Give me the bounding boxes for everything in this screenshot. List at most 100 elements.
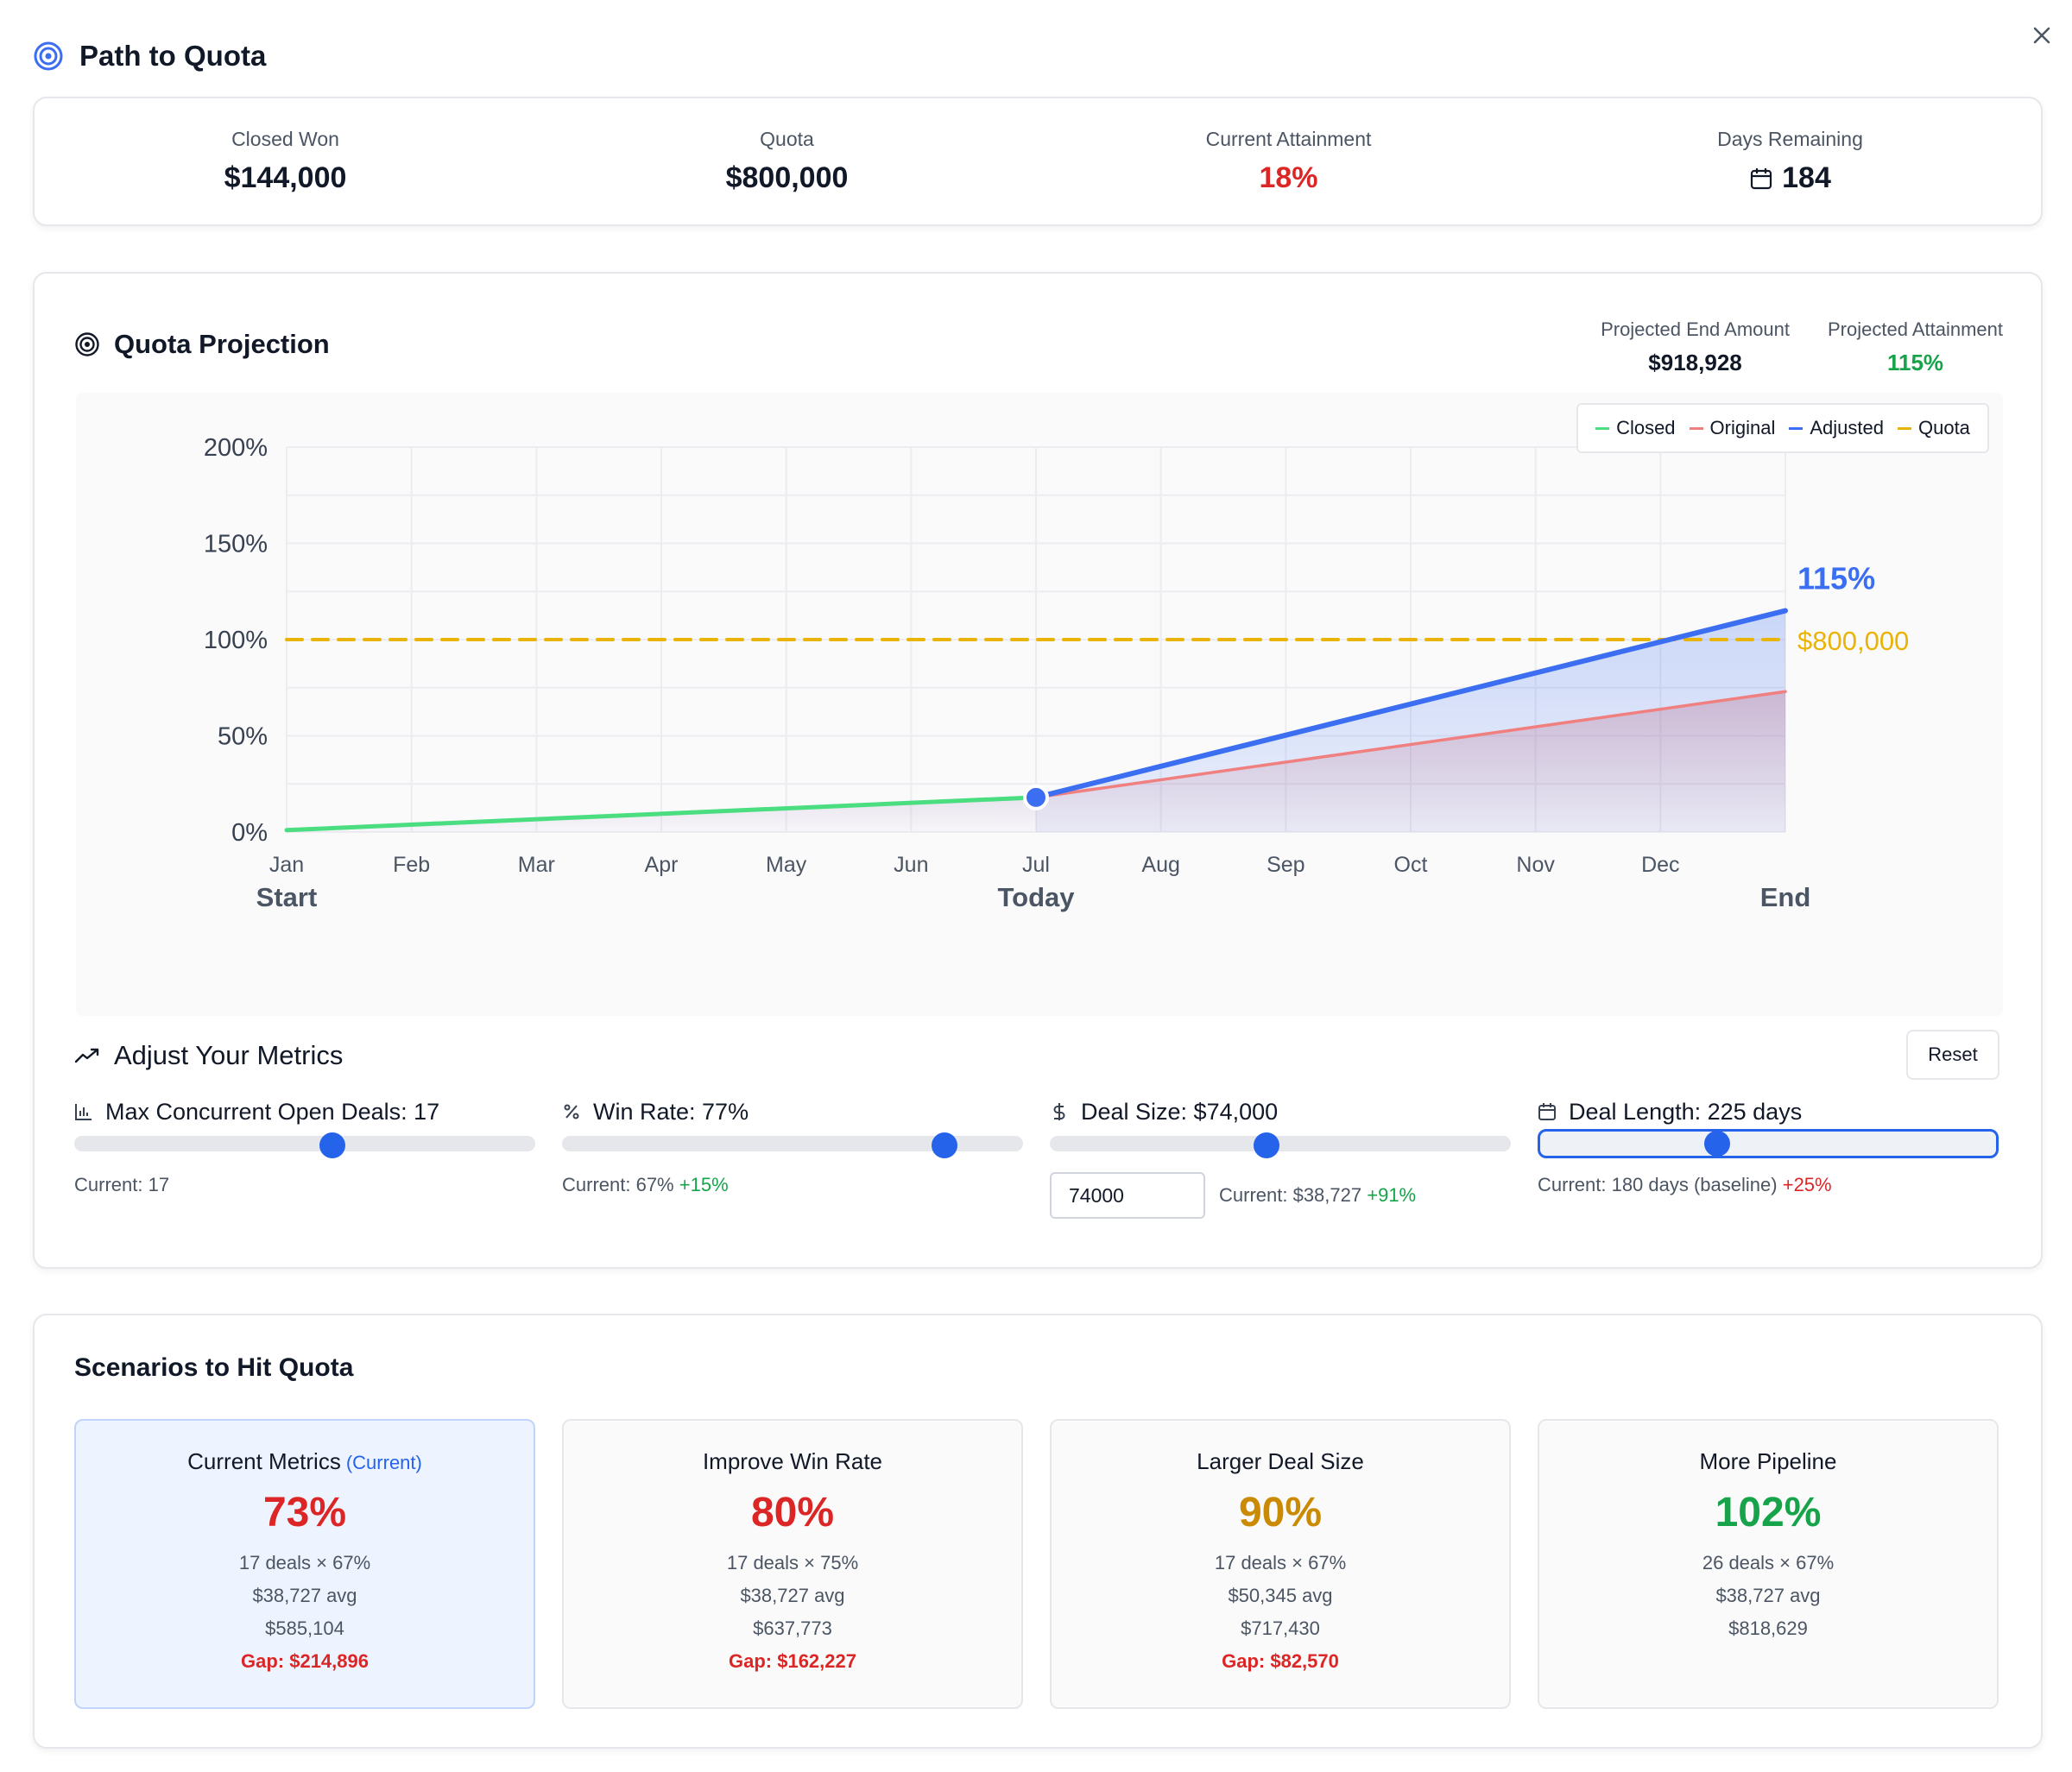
modal-header: Path to Quota: [33, 36, 266, 76]
scenario-header: Larger Deal Size: [1052, 1448, 1509, 1475]
scenario-detail: $637,773: [753, 1618, 832, 1639]
metric-label: Deal Size: $74,000: [1081, 1098, 1279, 1125]
reset-button[interactable]: Reset: [1906, 1030, 1999, 1080]
summary-label: Closed Won: [231, 128, 339, 150]
legend-item-adjusted: Adjusted: [1789, 417, 1884, 439]
y-tick-label: 0%: [231, 819, 268, 847]
close-icon[interactable]: [2029, 22, 2055, 48]
x-tick-label: Sep: [1267, 853, 1304, 877]
target-icon: [34, 41, 63, 71]
scenario-detail: 17 deals × 67%: [1214, 1552, 1347, 1573]
stat-label: Projected End Amount: [1601, 318, 1790, 340]
legend-swatch: [1595, 426, 1610, 430]
y-tick-label: 200%: [204, 434, 268, 462]
slider-thumb[interactable]: [932, 1132, 958, 1158]
slider-track[interactable]: [562, 1136, 1023, 1151]
scenario-detail: $38,727 avg: [1715, 1585, 1821, 1606]
scenario-current-metrics[interactable]: Current Metrics (Current) 73% 17 deals × …: [74, 1419, 535, 1709]
projection-stats: Projected End Amount $918,928 Projected …: [1601, 318, 2003, 376]
x-tick-label: Aug: [1141, 853, 1179, 877]
metric-delta: +91%: [1367, 1184, 1417, 1206]
summary-value: 18%: [1259, 161, 1318, 194]
scenario-larger-deal-size[interactable]: Larger Deal Size 90% 17 deals × 67% $50,…: [1050, 1419, 1511, 1709]
metric-label: Win Rate: 77%: [593, 1098, 749, 1125]
legend-item-closed: Closed: [1595, 417, 1676, 439]
metric-label: Max Concurrent Open Deals: 17: [105, 1098, 440, 1125]
scenario-improve-win-rate[interactable]: Improve Win Rate 80% 17 deals × 75% $38,…: [562, 1419, 1023, 1709]
scenario-detail: $50,345 avg: [1228, 1585, 1333, 1606]
metric-current: Current: 17: [74, 1174, 170, 1195]
series-line-original: [1034, 690, 1787, 799]
scenario-header: More Pipeline: [1539, 1448, 1997, 1475]
legend-label: Adjusted: [1810, 417, 1884, 438]
summary-value: $144,000: [224, 161, 347, 194]
scenario-header: Current Metrics (Current): [76, 1448, 534, 1475]
summary-value: 184: [1782, 161, 1831, 194]
legend-swatch: [1789, 426, 1804, 430]
summary-quota: Quota $800,000: [536, 128, 1038, 195]
metric-label-row: Deal Size: $74,000: [1050, 1094, 1511, 1129]
deal-size-input[interactable]: [1050, 1172, 1205, 1219]
series-line-adjusted: [1033, 608, 1788, 800]
slider-thumb[interactable]: [1704, 1131, 1731, 1157]
scenario-tag: (Current): [345, 1452, 422, 1473]
area-original: [1036, 691, 1785, 832]
metric-max-open-deals: Max Concurrent Open Deals: 17 Current: 1…: [74, 1094, 535, 1195]
scenario-gap: Gap: $214,896: [241, 1650, 369, 1672]
chart-annotation: 115%: [1797, 561, 1875, 596]
summary-label: Days Remaining: [1717, 128, 1863, 150]
summary-label: Quota: [760, 128, 814, 150]
today-point: [1023, 784, 1049, 810]
slider-track[interactable]: [1050, 1136, 1511, 1151]
stat-label: Projected Attainment: [1827, 318, 2003, 340]
scenario-detail: 17 deals × 67%: [238, 1552, 371, 1573]
x-tick-label: Jun: [894, 853, 928, 877]
metric-current: Current: 180 days (baseline): [1538, 1174, 1778, 1195]
summary-attainment: Current Attainment 18%: [1038, 128, 1539, 195]
metric-note: Current: 67% +15%: [562, 1174, 729, 1196]
series-line-closed: [284, 795, 1039, 833]
metric-win-rate: Win Rate: 77% Current: 67% +15%: [562, 1094, 1023, 1195]
metric-note: Current: 17: [74, 1174, 169, 1196]
x-tick-label: Dec: [1641, 853, 1679, 877]
scenario-gap: Gap: $162,227: [729, 1650, 856, 1672]
projected-attainment: Projected Attainment 115%: [1828, 318, 2003, 376]
metric-note: Current: $38,727 +91%: [1219, 1184, 1416, 1207]
scenario-detail: $818,629: [1728, 1618, 1808, 1639]
slider-thumb[interactable]: [1253, 1132, 1279, 1158]
metric-delta: +25%: [1782, 1174, 1832, 1195]
metric-label: Deal Length: 225 days: [1569, 1098, 1803, 1125]
x-marker-label: Today: [998, 882, 1076, 912]
scenario-detail: $717,430: [1241, 1618, 1320, 1639]
scenario-name: Current Metrics: [187, 1448, 341, 1474]
metrics-title: Adjust Your Metrics: [114, 1040, 344, 1070]
slider-thumb[interactable]: [319, 1132, 346, 1158]
calendar-icon: [1538, 1103, 1556, 1120]
projection-heading: Quota Projection: [74, 329, 330, 360]
scenario-detail: 26 deals × 67%: [1702, 1552, 1835, 1573]
scenarios-title: Scenarios to Hit Quota: [74, 1353, 354, 1382]
scenario-more-pipeline[interactable]: More Pipeline 102% 26 deals × 67% $38,72…: [1538, 1419, 1999, 1709]
slider-track[interactable]: [1538, 1129, 1999, 1158]
slider-track[interactable]: [74, 1136, 535, 1151]
scenario-name: Improve Win Rate: [702, 1448, 883, 1474]
metric-current: Current: $38,727: [1219, 1184, 1362, 1206]
scenario-percent: 102%: [1715, 1490, 1822, 1536]
summary-value: $800,000: [725, 161, 849, 194]
metric-label-row: Max Concurrent Open Deals: 17: [74, 1094, 535, 1129]
scenarios-card: Scenarios to Hit Quota Current Metrics (C…: [33, 1314, 2043, 1749]
metric-label-row: Deal Length: 225 days: [1538, 1094, 1999, 1129]
scenario-name: Larger Deal Size: [1197, 1448, 1364, 1474]
metric-deal-length: Deal Length: 225 days Current: 180 days …: [1538, 1094, 1999, 1195]
scenario-header: Improve Win Rate: [564, 1448, 1021, 1475]
summary-value-wrap: 184: [1749, 161, 1831, 195]
metric-current: Current: 67%: [562, 1174, 674, 1195]
legend-label: Original: [1709, 417, 1776, 438]
scenario-detail: $38,727 avg: [252, 1585, 357, 1606]
metric-note: Current: 180 days (baseline) +25%: [1538, 1174, 1832, 1196]
x-tick-label: Oct: [1394, 853, 1428, 877]
page-title: Path to Quota: [79, 40, 267, 72]
x-tick-label: Mar: [518, 853, 555, 877]
summary-label: Current Attainment: [1205, 128, 1372, 150]
metric-deal-size: Deal Size: $74,000 Current: $38,727 +91%: [1050, 1094, 1511, 1219]
